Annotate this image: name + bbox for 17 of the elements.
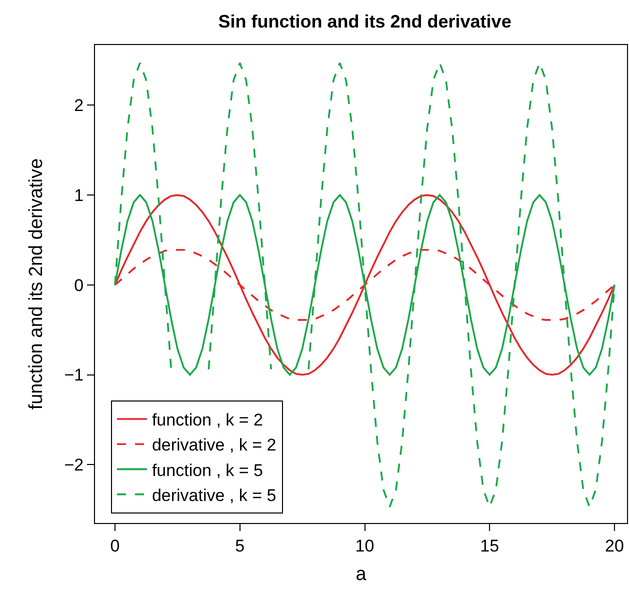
- x-tick-label: 15: [480, 536, 500, 556]
- x-tick-label: 0: [110, 536, 120, 556]
- legend-label: function , k = 2: [152, 410, 264, 430]
- y-axis-title: function and its 2nd derivative: [26, 158, 48, 410]
- y-tick-label: −2: [64, 456, 84, 475]
- x-axis-title: a: [356, 564, 367, 586]
- y-tick-label: 1: [74, 186, 84, 205]
- y-tick-label: −1: [64, 366, 84, 385]
- legend-label: derivative , k = 5: [152, 486, 276, 505]
- y-tick-label: 2: [74, 96, 84, 116]
- x-tick-label: 20: [605, 536, 624, 556]
- legend-label: function , k = 5: [152, 460, 264, 480]
- x-tick-label: 5: [235, 536, 245, 556]
- chart-title: Sin function and its 2nd derivative: [218, 11, 512, 32]
- legend-label: derivative , k = 2: [152, 436, 276, 455]
- y-tick-label: 0: [74, 276, 84, 295]
- x-tick-label: 10: [355, 536, 374, 556]
